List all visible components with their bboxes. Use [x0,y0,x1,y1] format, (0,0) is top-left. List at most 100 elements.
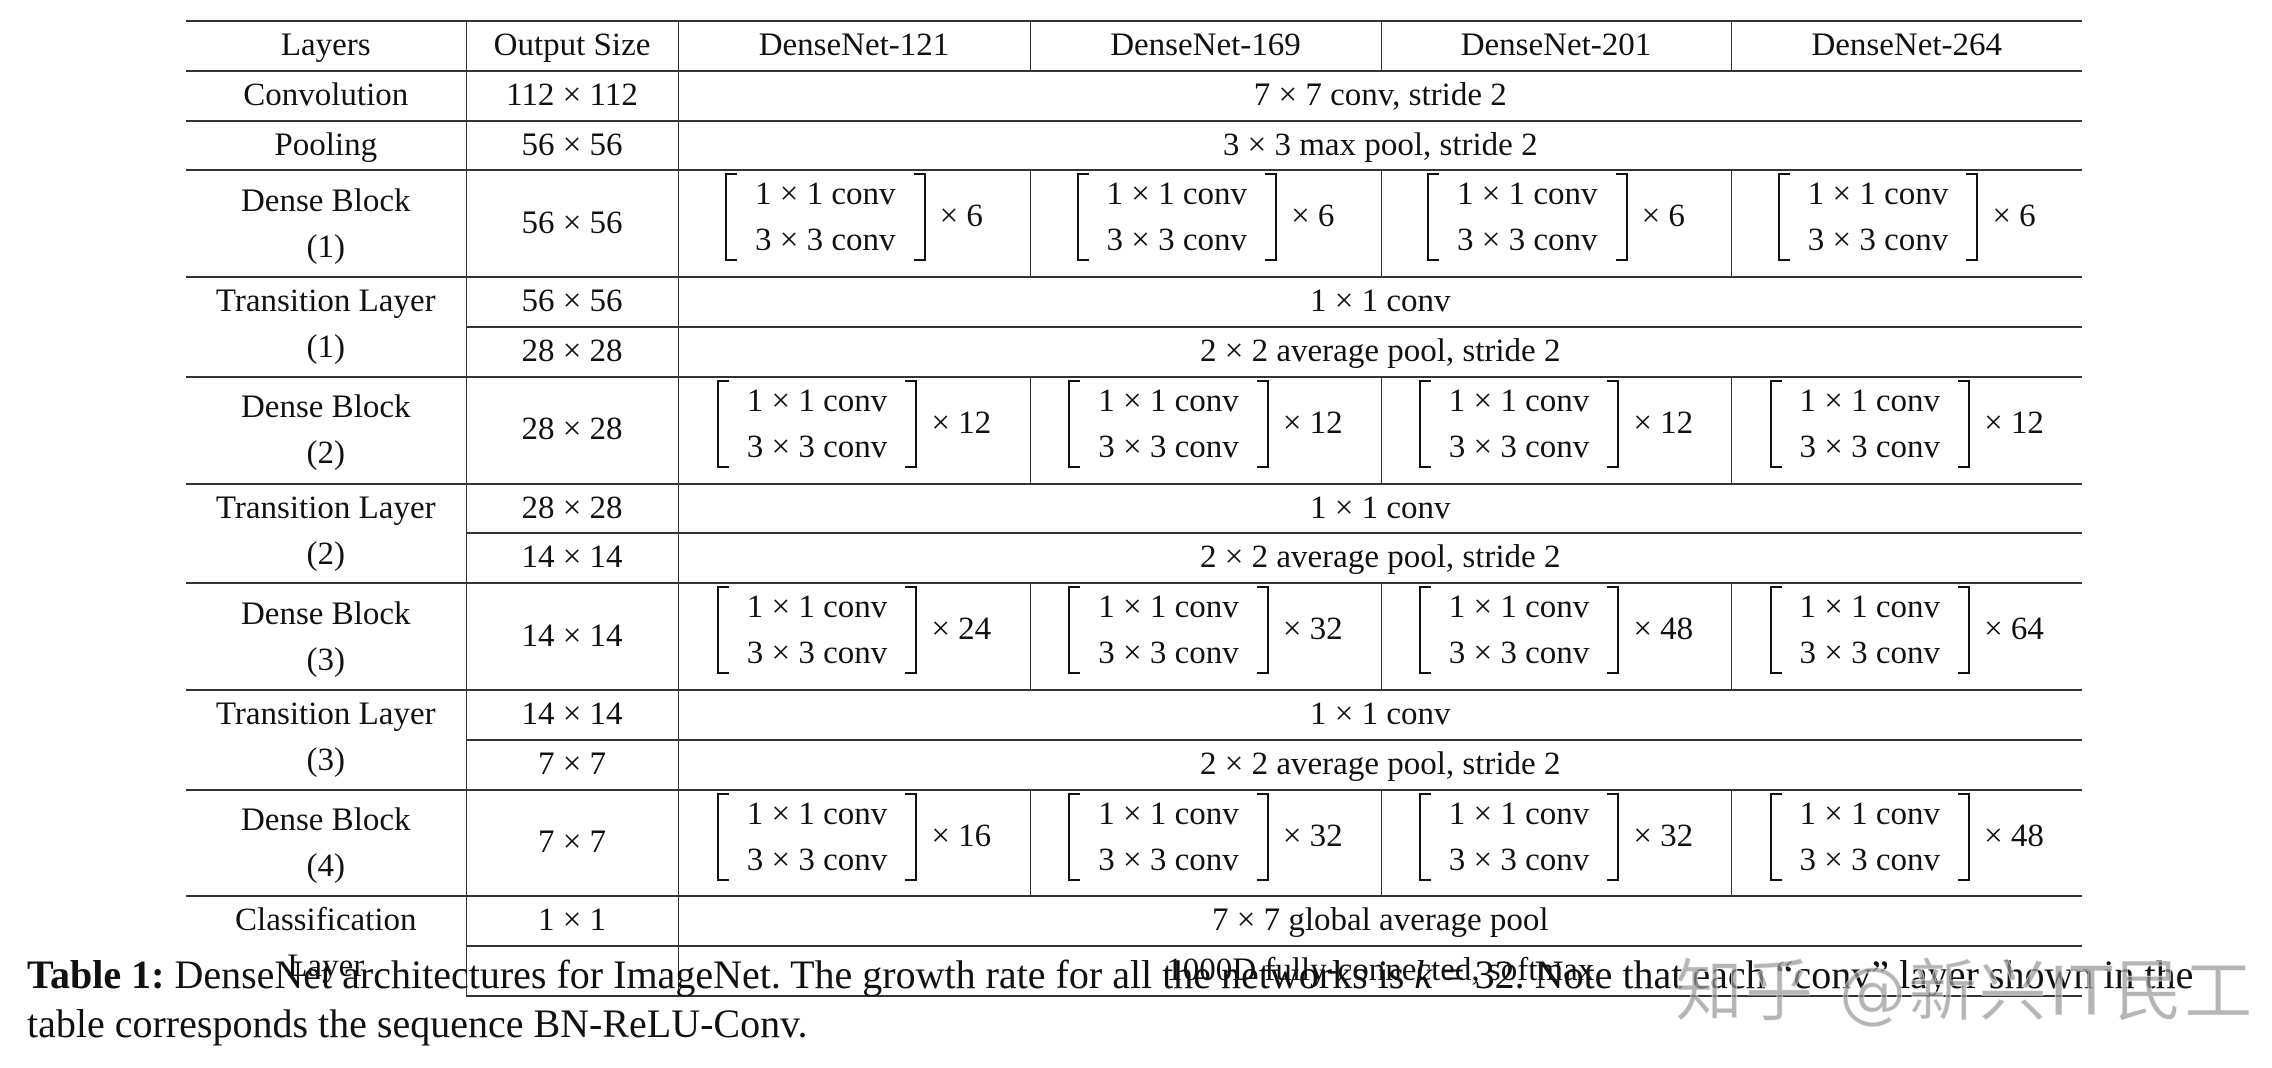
right-bracket-icon [1966,173,1979,262]
layer-spec: 1 × 1 conv [678,688,2082,741]
output-size: 14 × 14 [466,582,679,691]
repeat-count: × 48 [1633,611,1694,648]
conv-3x3: 3 × 3 conv [1098,428,1239,465]
header-row: Layers Output Size DenseNet-121 DenseNet… [186,20,2082,72]
header-densenet-201: DenseNet-201 [1381,20,1732,72]
caption-label: Table 1: [27,952,165,997]
right-bracket-icon [913,173,926,262]
row-transition-2-conv: Transition Layer (2) 28 × 28 1 × 1 conv [186,482,2082,584]
repeat-count: × 6 [939,198,983,235]
layer-name: Dense Block (4) [186,788,467,898]
output-size: 56 × 56 [466,276,679,328]
repeat-count: × 6 [1992,198,2036,235]
conv-3x3: 3 × 3 conv [1098,635,1239,672]
output-size: 56 × 56 [466,119,679,172]
layer-spec: 2 × 2 average pool, stride 2 [678,738,2082,791]
left-bracket-icon [716,586,729,675]
block-densenet-169: 1 × 1 conv 3 × 3 conv × 12 [1030,375,1382,485]
layer-spec: 3 × 3 max pool, stride 2 [678,119,2082,172]
row-dense-block-1: Dense Block (1) 56 × 56 1 × 1 conv 3 × 3 … [186,169,2082,279]
conv-1x1: 1 × 1 conv [1799,589,1941,626]
row-transition-2-pool: 14 × 14 2 × 2 average pool, stride 2 [186,532,2082,585]
table-caption: Table 1: DenseNet architectures for Imag… [27,950,2267,1048]
row-pooling: Pooling 56 × 56 3 × 3 max pool, stride 2 [186,119,2082,172]
repeat-count: × 16 [931,817,992,854]
row-classification-pool: Classification Layer 1 × 1 7 × 7 global a… [186,895,2082,996]
layer-name-line2: (2) [306,535,345,572]
layer-spec: 7 × 7 global average pool [678,895,2082,948]
repeat-count: × 6 [1291,198,1335,235]
repeat-count: × 12 [931,404,992,441]
left-bracket-icon [1068,586,1081,675]
repeat-count: × 32 [1282,817,1343,854]
left-bracket-icon [1427,173,1440,262]
layer-name-line1: Transition Layer [215,489,436,526]
row-dense-block-2: Dense Block (2) 28 × 28 1 × 1 conv 3 × 3 … [186,375,2082,485]
caption-variable: k [1414,952,1433,997]
conv-1x1: 1 × 1 conv [1448,589,1590,626]
block-densenet-264: 1 × 1 conv 3 × 3 conv × 6 [1731,169,2082,279]
header-densenet-264: DenseNet-264 [1731,20,2082,72]
left-bracket-icon [725,173,738,262]
left-bracket-icon [1068,379,1081,468]
right-bracket-icon [1607,586,1620,675]
caption-line2: table corresponds the sequence BN-ReLU-C… [27,1001,808,1046]
block-densenet-169: 1 × 1 conv 3 × 3 conv × 6 [1030,169,1382,279]
row-convolution: Convolution 112 × 112 7 × 7 conv, stride… [186,69,2082,122]
block-densenet-201: 1 × 1 conv 3 × 3 conv × 6 [1381,169,1732,279]
layer-name-line1: Dense Block [240,801,411,838]
left-bracket-icon [1769,792,1782,881]
right-bracket-icon [1958,586,1971,675]
block-densenet-121: 1 × 1 conv 3 × 3 conv × 12 [678,375,1031,485]
repeat-count: × 12 [1282,404,1343,441]
layer-spec: 2 × 2 average pool, stride 2 [678,325,2082,378]
header-output-size: Output Size [466,20,679,72]
layer-name-line2: (4) [306,847,345,884]
block-densenet-201: 1 × 1 conv 3 × 3 conv × 32 [1381,788,1732,898]
conv-1x1: 1 × 1 conv [1448,795,1590,832]
conv-1x1: 1 × 1 conv [1098,795,1239,832]
header-layers: Layers [186,20,467,72]
conv-1x1: 1 × 1 conv [1098,382,1239,419]
layer-spec: 1 × 1 conv [678,276,2082,328]
conv-3x3: 3 × 3 conv [1799,428,1941,465]
output-size [466,945,679,997]
conv-1x1: 1 × 1 conv [746,382,888,419]
block-densenet-264: 1 × 1 conv 3 × 3 conv × 48 [1731,788,2082,898]
row-dense-block-4: Dense Block (4) 7 × 7 1 × 1 conv 3 × 3 co… [186,788,2082,898]
repeat-count: × 64 [1984,611,2044,648]
conv-1x1: 1 × 1 conv [1457,176,1598,213]
layer-name: Convolution [186,69,467,122]
layer-name: Transition Layer (1) [186,276,467,377]
right-bracket-icon [1958,379,1971,468]
conv-1x1: 1 × 1 conv [1448,382,1590,419]
right-bracket-icon [905,379,918,468]
layer-name-line1: Dense Block [240,595,411,632]
layer-name-line2: (2) [306,435,345,472]
layer-spec: 1000D fully-connected, softmax [678,945,2082,997]
layer-name-line1: Dense Block [240,182,411,219]
conv-1x1: 1 × 1 conv [1807,176,1949,213]
caption-text-a: DenseNet architectures for ImageNet. The… [164,952,1415,997]
block-densenet-169: 1 × 1 conv 3 × 3 conv × 32 [1030,582,1382,691]
layer-name-line2: (3) [306,641,345,678]
conv-3x3: 3 × 3 conv [746,428,888,465]
conv-1x1: 1 × 1 conv [746,795,888,832]
conv-3x3: 3 × 3 conv [1807,222,1949,259]
repeat-count: × 48 [1984,817,2044,854]
header-densenet-121: DenseNet-121 [678,20,1031,72]
output-size: 14 × 14 [466,688,679,741]
output-size: 14 × 14 [466,532,679,585]
output-size: 7 × 7 [466,738,679,791]
left-bracket-icon [1418,586,1431,675]
left-bracket-icon [1769,379,1782,468]
repeat-count: × 12 [1984,404,2044,441]
layer-name-line1: Transition Layer [215,283,436,320]
densenet-architecture-table: Layers Output Size DenseNet-121 DenseNet… [186,20,2082,997]
conv-3x3: 3 × 3 conv [1799,841,1941,878]
left-bracket-icon [1068,792,1081,881]
header-densenet-169: DenseNet-169 [1030,20,1382,72]
conv-3x3: 3 × 3 conv [1799,635,1941,672]
repeat-count: × 32 [1282,611,1343,648]
output-size: 7 × 7 [466,788,679,898]
